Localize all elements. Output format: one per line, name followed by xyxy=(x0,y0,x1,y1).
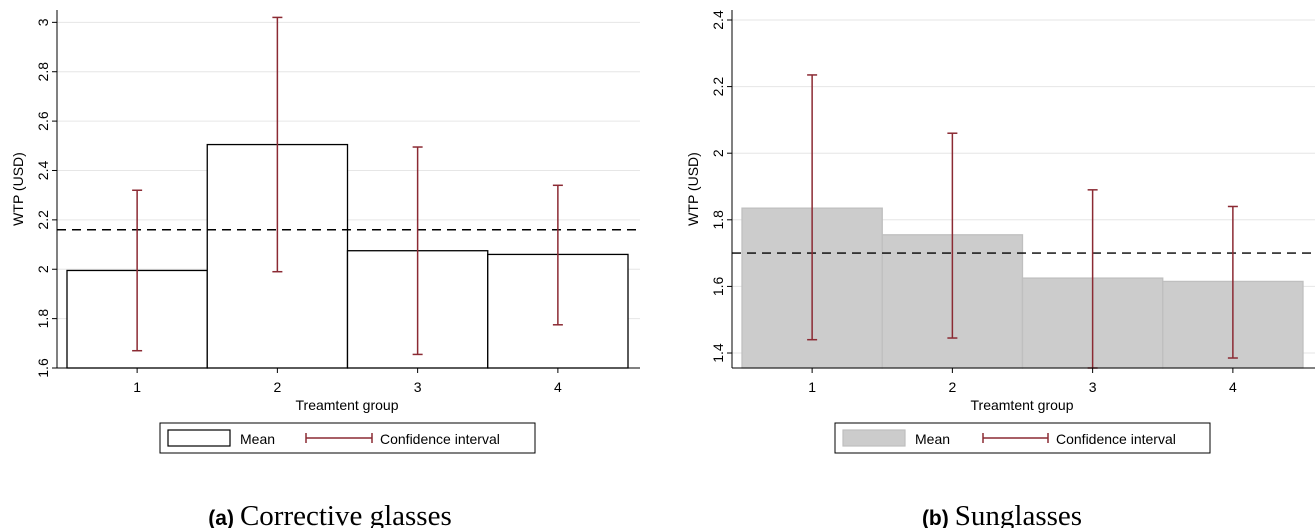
x-tick-label: 2 xyxy=(273,379,281,395)
y-tick-label: 2.8 xyxy=(35,62,51,82)
y-tick-label: 2 xyxy=(710,149,726,157)
y-axis-label: WTP (USD) xyxy=(10,152,26,226)
x-tick-label: 2 xyxy=(948,379,956,395)
y-tick-label: 2 xyxy=(35,265,51,273)
panel-title: Sunglasses xyxy=(955,500,1082,528)
x-axis-label: Treamtent group xyxy=(296,397,399,413)
y-tick-label: 1.8 xyxy=(710,210,726,230)
y-tick-label: 2.2 xyxy=(710,77,726,97)
legend-label-ci: Confidence interval xyxy=(1056,431,1176,447)
y-axis-label: WTP (USD) xyxy=(685,152,701,226)
legend-label-mean: Mean xyxy=(240,431,275,447)
x-tick-label: 3 xyxy=(414,379,422,395)
y-tick-label: 1.4 xyxy=(710,343,726,363)
y-tick-label: 1.6 xyxy=(35,358,51,378)
legend-label-ci: Confidence interval xyxy=(380,431,500,447)
x-tick-label: 1 xyxy=(808,379,816,395)
x-tick-label: 1 xyxy=(133,379,141,395)
y-tick-label: 1.6 xyxy=(710,276,726,296)
y-tick-label: 2.2 xyxy=(35,210,51,230)
panel-letter: (b) xyxy=(922,507,949,528)
x-tick-label: 4 xyxy=(1229,379,1237,395)
y-tick-label: 3 xyxy=(35,18,51,26)
y-tick-label: 2.6 xyxy=(35,111,51,131)
panel-letter: (a) xyxy=(208,507,234,528)
panel-title: Corrective glasses xyxy=(240,500,452,528)
legend-swatch-mean xyxy=(842,429,906,447)
x-tick-label: 3 xyxy=(1089,379,1097,395)
x-tick-label: 4 xyxy=(554,379,562,395)
x-axis-label: Treamtent group xyxy=(971,397,1074,413)
chart-corrective-glasses: 1.6 1.8 2 2.2 2.4 2.6 2.8 3 1 2 3 4 Treamtent group W… xyxy=(10,10,640,528)
panel-caption: (b) Sunglasses xyxy=(922,500,1082,528)
y-tick-label: 1.8 xyxy=(35,309,51,329)
panel-caption: (a) Corrective glasses xyxy=(208,500,451,528)
chart-sunglasses: 1.4 1.6 1.8 2 2.2 2.4 1 2 3 4 Treamtent group WTP (… xyxy=(685,10,1315,528)
legend-label-mean: Mean xyxy=(915,431,950,447)
y-tick-label: 2.4 xyxy=(35,161,51,181)
legend-swatch-mean xyxy=(167,429,231,447)
y-tick-label: 2.4 xyxy=(710,10,726,30)
